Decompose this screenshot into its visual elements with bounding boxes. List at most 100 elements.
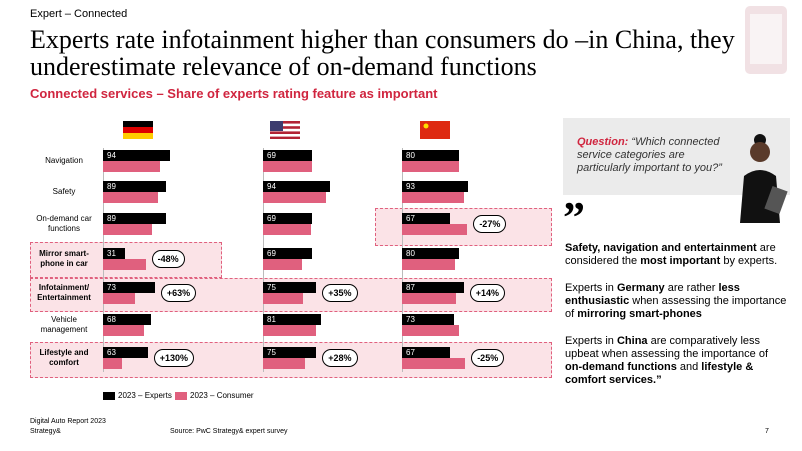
consumer-bar [402,358,466,369]
person-icon [740,134,788,223]
expert-bar: 73 [103,282,155,293]
value-label: 67 [406,214,415,223]
expert-bar: 93 [402,181,469,192]
consumer-bar [402,192,465,203]
value-label: 69 [267,214,276,223]
consumer-bar [263,192,327,203]
value-label: 75 [267,348,276,357]
value-label: 73 [406,315,415,324]
expert-bar: 73 [402,314,454,325]
consumer-bar [103,293,135,304]
change-label: +63% [160,284,197,302]
source: Source: PwC Strategy& expert survey [170,428,288,435]
expert-bar: 89 [103,213,167,224]
expert-bar: 67 [402,213,450,224]
expert-bar: 94 [263,181,330,192]
expert-bar: 69 [263,150,312,161]
legend-swatch [103,392,115,400]
consumer-bar [103,325,145,336]
expert-bar: 31 [103,248,125,259]
category-label: Safety [52,187,76,196]
consumer-bar [263,293,303,304]
quote-mark: ” [563,193,585,242]
consumer-bar [263,358,305,369]
consumer-bar [103,161,160,172]
value-label: 80 [406,249,415,258]
text-run: when assessing the importance of [565,295,787,320]
expert-bar: 68 [103,314,152,325]
consumer-bar [263,161,312,172]
question: Question: “Which connected service categ… [577,136,737,175]
value-label: 89 [107,214,116,223]
change-label: +28% [322,349,358,367]
text-run: by experts. [720,255,778,267]
flag-de [123,121,153,139]
consumer-bar [103,224,152,235]
consumer-bar [103,259,146,270]
expert-bar: 80 [402,248,459,259]
text-run: and [676,361,702,373]
phone-icon [745,6,787,74]
question-label: Question: [577,136,629,148]
page-number: 7 [765,428,769,435]
paragraph: Experts in China are comparatively less … [565,335,787,387]
text-run: are considered the [565,242,776,267]
expert-bar: 69 [263,248,312,259]
expert-bar: 75 [263,347,317,358]
change-label: -25% [471,349,505,367]
text-run: less enthusiastic [565,282,740,307]
expert-bar: 81 [263,314,321,325]
consumer-bar [402,259,456,270]
expert-bar: 75 [263,282,317,293]
flag-cn [420,121,450,139]
value-label: 80 [406,151,415,160]
category-label: Navigation [45,156,83,165]
value-label: 75 [267,283,276,292]
text-run: are comparatively less upbeat when asses… [565,335,769,360]
expert-bar: 63 [103,347,148,358]
paragraph: Experts in Germany are rather less enthu… [565,282,787,321]
value-label: 94 [267,182,276,191]
text-run: Germany [616,282,665,294]
value-label: 87 [406,283,415,292]
notes: Safety, navigation and entertainment are… [565,242,787,401]
consumer-bar [402,224,468,235]
change-label: +14% [469,284,506,302]
change-label: +130% [153,349,194,367]
category-label: Lifestyle and comfort [39,348,89,367]
text-run: lifestyle & comfort services.” [565,361,754,386]
paragraph: Safety, navigation and entertainment are… [565,242,787,268]
text-run: mirroring smart-phones [577,308,702,320]
value-label: 63 [107,348,116,357]
text-run: Experts in [565,335,617,347]
consumer-bar [263,259,303,270]
subtitle: Connected services – Share of experts ra… [30,86,438,101]
tag: Expert – Connected [30,8,128,20]
consumer-bar [402,325,459,336]
brand: Strategy& [30,428,61,435]
value-label: 73 [107,283,116,292]
expert-bar: 87 [402,282,464,293]
category-label: On-demand car functions [36,214,92,233]
expert-bar: 80 [402,150,459,161]
category-label: Vehicle management [40,315,88,334]
expert-bar: 69 [263,213,312,224]
consumer-bar [103,358,123,369]
title: Experts rate infotainment higher than co… [30,25,735,81]
value-label: 93 [406,182,415,191]
legend-label: 2023 – Consumer [190,391,254,400]
text-run: most important [640,255,721,267]
value-label: 69 [267,249,276,258]
consumer-bar [263,325,317,336]
category-label: Mirror smart-phone in car [39,249,89,268]
value-label: 67 [406,348,415,357]
expert-bar: 89 [103,181,167,192]
value-label: 31 [107,249,116,258]
consumer-bar [103,192,159,203]
legend-label: 2023 – Experts [118,391,172,400]
text-run: are rather [664,282,719,294]
text-run: on-demand functions [565,361,677,373]
expert-bar: 67 [402,347,450,358]
text-run: China [616,335,648,347]
